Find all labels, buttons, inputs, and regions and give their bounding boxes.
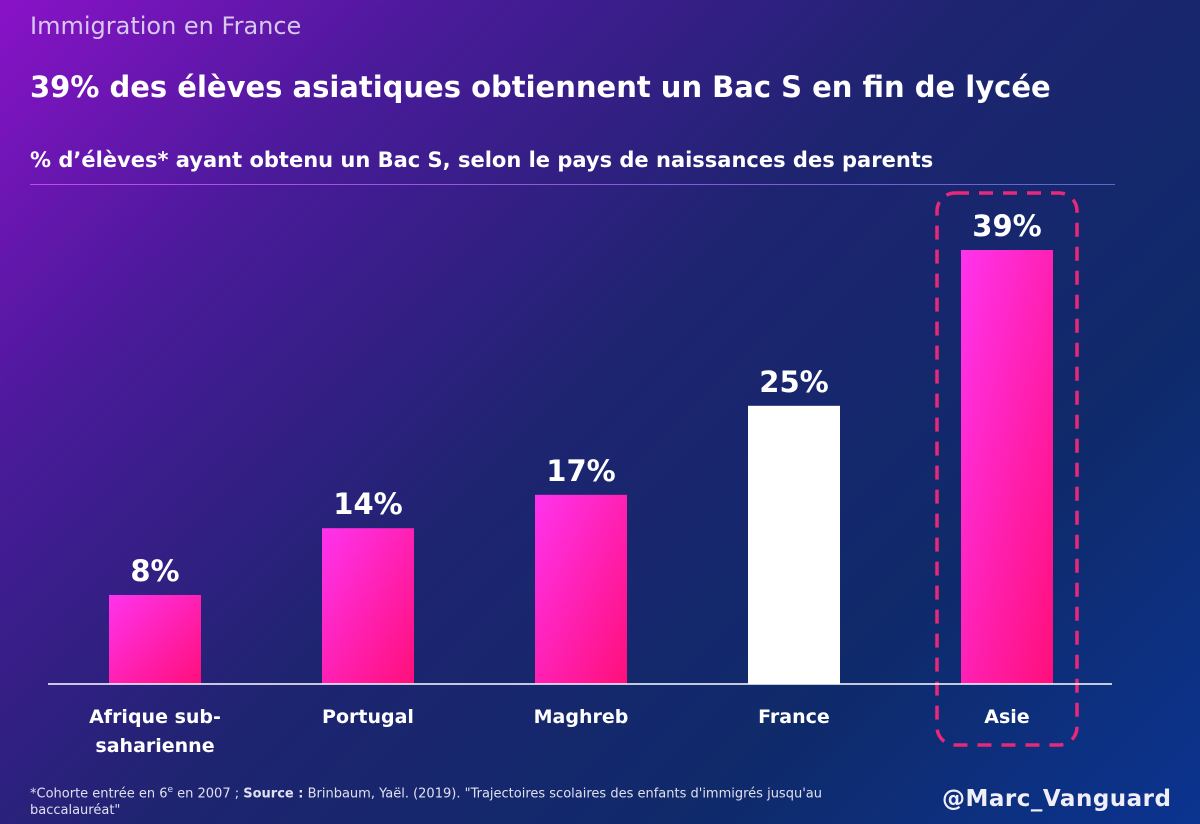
bar-1 [109, 594, 201, 684]
source-text: Brinbaum, Yaël. (2019). "Trajectoires sc… [30, 786, 822, 819]
bar-4 [748, 405, 840, 684]
data-label-2: 14% [333, 487, 402, 521]
category-label-4: France [758, 706, 830, 728]
data-label-4: 25% [759, 365, 828, 399]
footnote-cohort: *Cohorte entrée en 6 [30, 786, 168, 802]
section-label: Immigration en France [30, 12, 302, 40]
data-label-1: 8% [130, 554, 179, 588]
bar-5 [961, 250, 1053, 684]
author-handle: @Marc_Vanguard [942, 786, 1172, 812]
source-label: Source : [243, 786, 304, 802]
data-label-5: 39% [972, 209, 1041, 243]
footnote-year: en 2007 ; [173, 786, 244, 802]
subtitle-rule [30, 184, 1115, 185]
category-label-5: Asie [984, 706, 1029, 728]
footnote-sup: e [167, 785, 174, 795]
data-label-3: 17% [546, 454, 615, 488]
highlight-box [935, 191, 1079, 747]
category-label-3: Maghreb [534, 706, 629, 728]
bar-2 [322, 528, 414, 684]
category-label-2: Portugal [322, 706, 414, 728]
bar-3 [535, 494, 627, 684]
category-label-1: Afrique sub-saharienne [89, 706, 221, 757]
chart-subtitle: % d’élèves* ayant obtenu un Bac S, selon… [30, 148, 934, 172]
headline: 39% des élèves asiatiques obtiennent un … [30, 70, 1051, 104]
footnote: *Cohorte entrée en 6e en 2007 ; Source :… [30, 782, 910, 819]
